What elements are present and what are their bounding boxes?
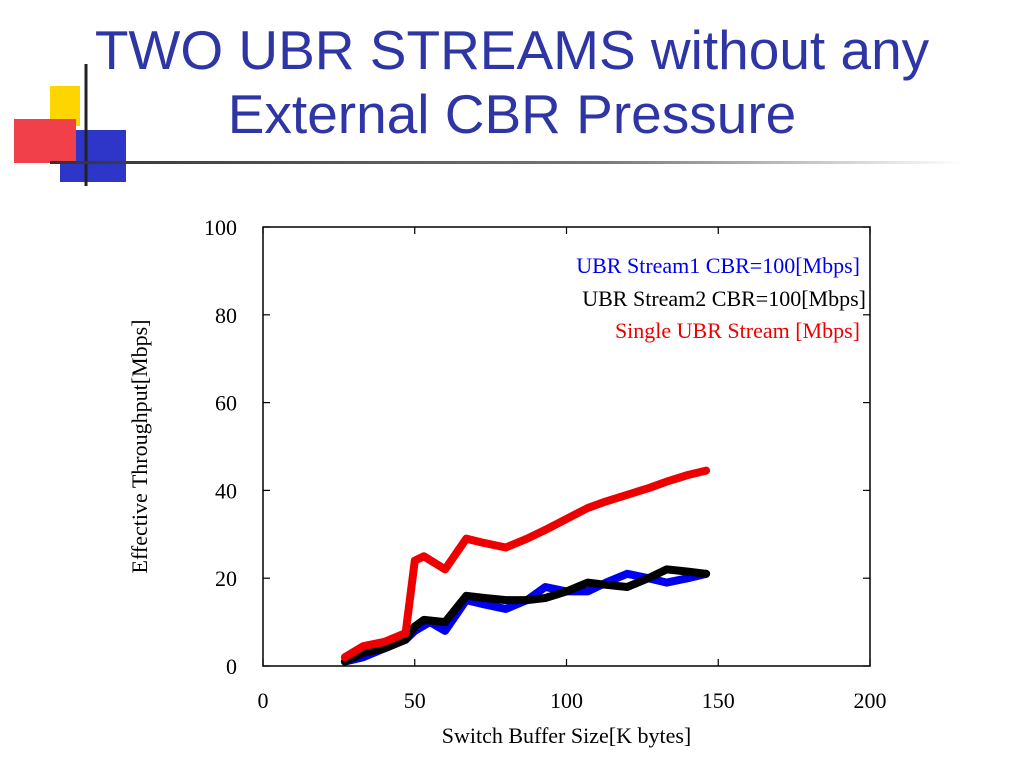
y-tick-label: 20 <box>215 566 237 591</box>
y-tick-label: 40 <box>215 478 237 503</box>
series-line-1 <box>340 569 711 666</box>
title-line-2: External CBR Pressure <box>227 83 797 145</box>
x-tick-label: 0 <box>258 688 269 713</box>
legend-entry-3: Single UBR Stream [Mbps] <box>615 318 860 343</box>
slide-title: TWO UBR STREAMS without any External CBR… <box>0 18 1024 146</box>
x-tick-label: 100 <box>550 688 583 713</box>
legend-entry-1: UBR Stream1 CBR=100[Mbps] <box>576 253 860 278</box>
title-underline <box>50 161 964 164</box>
y-tick-label: 100 <box>204 215 237 240</box>
x-tick-label: 150 <box>702 688 735 713</box>
y-tick-label: 0 <box>226 654 237 679</box>
x-tick-label: 50 <box>404 688 426 713</box>
y-tick-label: 80 <box>215 303 237 328</box>
y-tick-label: 60 <box>215 391 237 416</box>
legend-entry-2: UBR Stream2 CBR=100[Mbps] <box>582 286 866 311</box>
series-line-2 <box>340 565 711 666</box>
y-axis-label: Effective Throughput[Mbps] <box>127 320 152 574</box>
slide-decoration <box>14 64 126 186</box>
title-line-1: TWO UBR STREAMS without any <box>94 19 930 81</box>
underline-bar <box>50 161 964 164</box>
red-square <box>14 119 76 163</box>
series-line-3 <box>340 466 711 662</box>
x-axis-label: Switch Buffer Size[K bytes] <box>442 723 692 748</box>
x-tick-label: 200 <box>854 688 887 713</box>
